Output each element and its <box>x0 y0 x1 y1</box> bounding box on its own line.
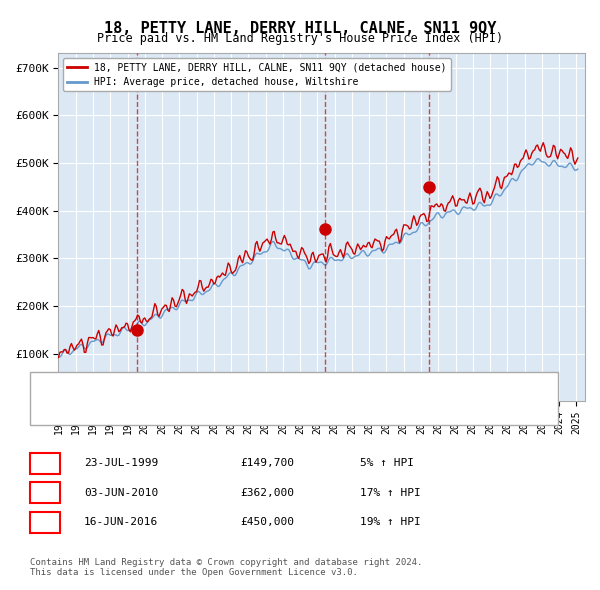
Text: £450,000: £450,000 <box>240 517 294 527</box>
Text: 18, PETTY LANE, DERRY HILL, CALNE, SN11 9QY: 18, PETTY LANE, DERRY HILL, CALNE, SN11 … <box>104 21 496 35</box>
Text: ——: —— <box>72 379 100 394</box>
Text: £149,700: £149,700 <box>240 458 294 468</box>
Text: 2: 2 <box>41 486 49 499</box>
Text: 18, PETTY LANE, DERRY HILL, CALNE, SN11 9QY (detached house): 18, PETTY LANE, DERRY HILL, CALNE, SN11 … <box>114 382 467 392</box>
Text: 3: 3 <box>41 516 49 529</box>
Text: £362,000: £362,000 <box>240 488 294 497</box>
Legend: 18, PETTY LANE, DERRY HILL, CALNE, SN11 9QY (detached house), HPI: Average price: 18, PETTY LANE, DERRY HILL, CALNE, SN11 … <box>64 58 451 91</box>
Text: 2: 2 <box>321 71 328 84</box>
Text: HPI: Average price, detached house, Wiltshire: HPI: Average price, detached house, Wilt… <box>114 405 379 415</box>
Text: 16-JUN-2016: 16-JUN-2016 <box>84 517 158 527</box>
Text: 5% ↑ HPI: 5% ↑ HPI <box>360 458 414 468</box>
Text: ——: —— <box>72 403 100 417</box>
Text: 1: 1 <box>41 457 49 470</box>
Text: 03-JUN-2010: 03-JUN-2010 <box>84 488 158 497</box>
Text: 17% ↑ HPI: 17% ↑ HPI <box>360 488 421 497</box>
Text: 19% ↑ HPI: 19% ↑ HPI <box>360 517 421 527</box>
Text: Contains HM Land Registry data © Crown copyright and database right 2024.
This d: Contains HM Land Registry data © Crown c… <box>30 558 422 577</box>
Text: 3: 3 <box>425 71 433 84</box>
Text: Price paid vs. HM Land Registry's House Price Index (HPI): Price paid vs. HM Land Registry's House … <box>97 32 503 45</box>
Text: 23-JUL-1999: 23-JUL-1999 <box>84 458 158 468</box>
Text: 1: 1 <box>133 71 141 84</box>
